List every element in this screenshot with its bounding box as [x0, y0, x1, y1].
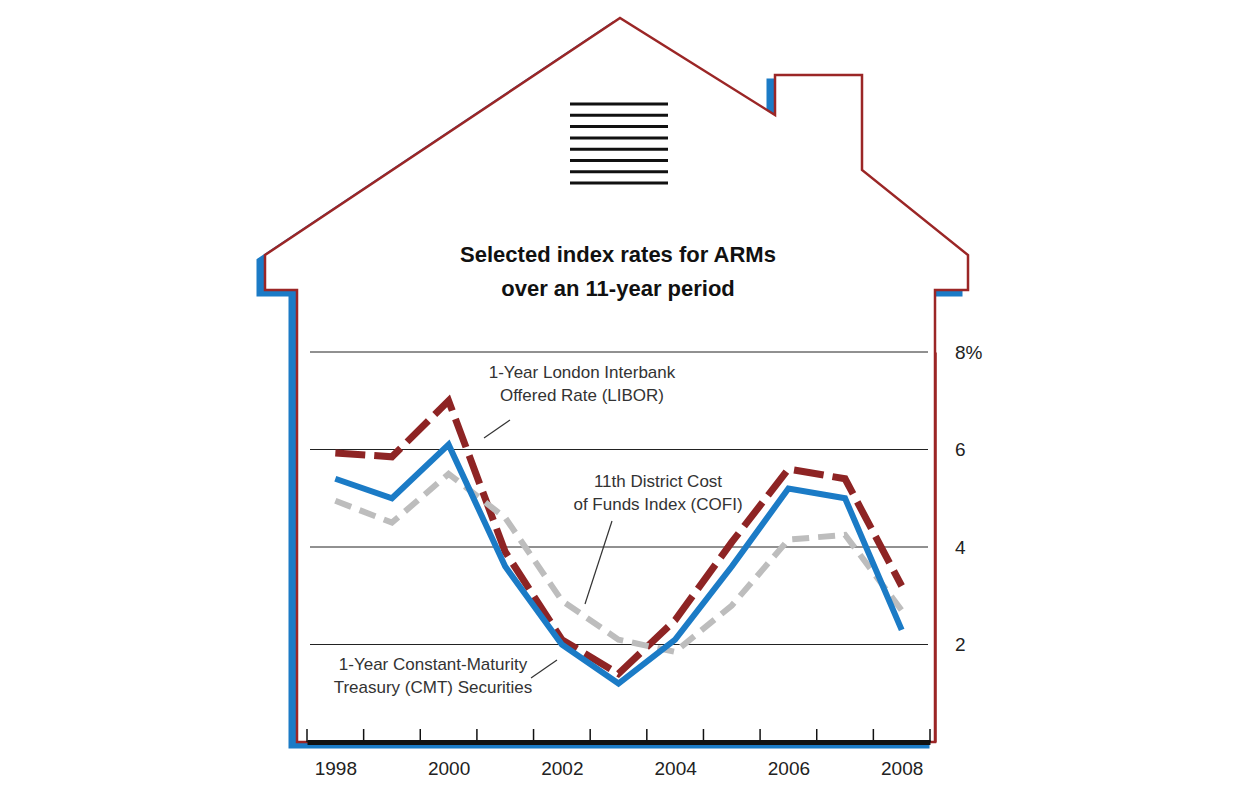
leader-line	[585, 521, 612, 604]
x-minor-tick	[589, 729, 591, 742]
leader-line	[531, 660, 557, 678]
x-tick: 2008	[881, 742, 923, 779]
vent-slat	[570, 148, 668, 151]
x-tick-label: 2008	[881, 758, 923, 779]
grid-line	[310, 352, 928, 353]
x-tick-label: 2004	[654, 758, 697, 779]
grid-line	[310, 449, 928, 450]
y-tick: 8%	[935, 342, 983, 363]
x-minor-tick	[420, 729, 422, 742]
series-label-line: Offered Rate (LIBOR)	[500, 386, 664, 405]
series-label-line: 11th District Cost	[594, 472, 722, 491]
x-minor-tick	[929, 729, 931, 742]
y-tick: 6	[935, 439, 966, 460]
grid-line	[310, 644, 928, 645]
y-tick: 2	[935, 634, 966, 655]
y-tick-label: 2	[955, 634, 966, 655]
y-tick-label: 6	[955, 439, 966, 460]
series-label-line: 1-Year London Interbank	[489, 363, 676, 382]
y-axis: 2 4 6 8%	[935, 342, 983, 743]
x-tick: 1998	[315, 742, 357, 779]
series-line	[335, 445, 901, 684]
series-line	[335, 401, 901, 674]
leader-line	[484, 420, 510, 438]
x-tick-label: 1998	[315, 758, 357, 779]
x-minor-tick	[873, 729, 875, 742]
vent-slat	[570, 159, 668, 162]
title-line: Selected index rates for ARMs	[460, 242, 776, 267]
series-label-line: of Funds Index (COFI)	[573, 495, 742, 514]
y-tick-label: 8%	[955, 342, 983, 363]
series-label: 11th District Cost of Funds Index (COFI)	[573, 472, 742, 604]
x-tick: 2002	[541, 742, 583, 779]
series-label: 1-Year London Interbank Offered Rate (LIB…	[484, 363, 676, 438]
vent-slat	[570, 182, 668, 185]
y-tick-label: 4	[955, 537, 966, 558]
title-line: over an 11-year period	[501, 276, 735, 301]
x-tick-label: 2000	[428, 758, 470, 779]
x-minor-tick	[703, 729, 705, 742]
x-axis-line	[308, 740, 931, 745]
x-minor-tick	[646, 729, 648, 742]
y-axis-line	[934, 353, 937, 743]
grid-line	[310, 547, 928, 548]
x-axis: 1998 2000 2002 2004 2006 2008	[308, 742, 931, 779]
title: Selected index rates for ARMs over an 11-…	[460, 242, 776, 301]
x-tick: 2000	[428, 742, 470, 779]
series-line	[335, 474, 901, 652]
vent-slat	[570, 114, 668, 117]
y-tick: 4	[935, 537, 966, 558]
x-tick-label: 2002	[541, 758, 583, 779]
vent-slat	[570, 125, 668, 128]
series-label-line: Treasury (CMT) Securities	[334, 678, 533, 697]
chart: Selected index rates for ARMs over an 11-…	[0, 0, 1250, 797]
x-minor-tick	[816, 729, 818, 742]
x-minor-tick	[533, 729, 535, 742]
x-minor-tick	[476, 729, 478, 742]
x-tick: 2004	[654, 742, 697, 779]
x-minor-tick	[363, 729, 365, 742]
series-label: 1-Year Constant-Maturity Treasury (CMT) S…	[334, 655, 557, 697]
x-minor-tick	[759, 729, 761, 742]
x-minor-ticks	[307, 729, 930, 742]
x-minor-tick	[306, 729, 308, 742]
x-tick-label: 2006	[768, 758, 810, 779]
lines	[335, 401, 901, 684]
vent-slat	[570, 103, 668, 106]
series-label-line: 1-Year Constant-Maturity	[339, 655, 528, 674]
vent-slat	[570, 136, 668, 139]
vent	[570, 104, 668, 183]
vent-slat	[570, 170, 668, 173]
x-tick: 2006	[768, 742, 810, 779]
house-outline	[265, 18, 968, 742]
